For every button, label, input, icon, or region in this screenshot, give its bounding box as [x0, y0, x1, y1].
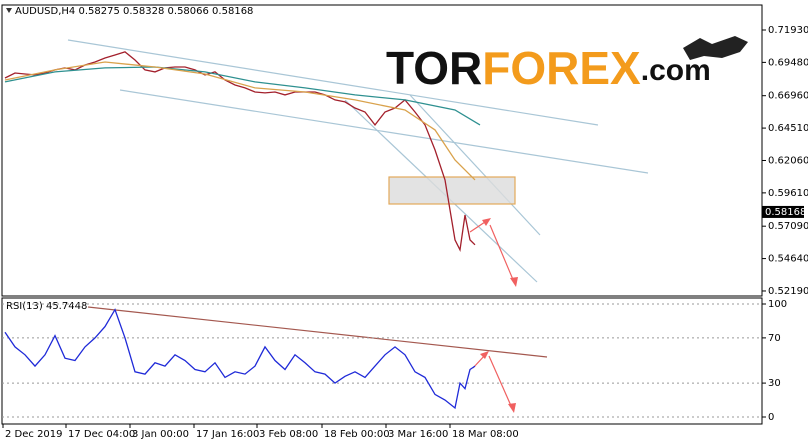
arrow-head [510, 277, 518, 287]
x-tick-label: 2 Dec 2019 [5, 429, 63, 440]
arrow-head [482, 218, 491, 226]
arrow-head [508, 403, 516, 413]
title-icon [6, 8, 12, 13]
x-tick-label: 17 Jan 16:00 [196, 429, 259, 440]
x-tick-label: 3 Mar 16:00 [388, 429, 448, 440]
last-price-label: 0.58168 [765, 207, 806, 218]
arrow [488, 355, 513, 409]
last-price-box [762, 205, 804, 218]
rsi-trend-line [87, 306, 548, 358]
chart-title: AUDUSD,H4 0.58275 0.58328 0.58066 0.5816… [15, 6, 253, 17]
zone [388, 176, 516, 205]
x-tick-label: 18 Mar 08:00 [452, 429, 519, 440]
x-tick-label: 17 Dec 04:00 [68, 429, 135, 440]
bull-icon [683, 36, 748, 60]
channel-line [409, 94, 541, 236]
y-tick-label: 0 [768, 412, 774, 423]
channel-line [67, 39, 599, 126]
series-line [4, 66, 481, 126]
y-tick-label: 0.54640 [768, 254, 808, 265]
main-panel [1, 4, 763, 297]
y-tick-label: 0.52190 [768, 286, 808, 297]
channel-line [119, 89, 649, 174]
y-tick-label: 0.57090 [768, 221, 808, 232]
y-tick-label: 30 [768, 378, 781, 389]
y-tick-label: 0.62060 [768, 155, 808, 166]
watermark: TORFOREX.com [386, 42, 711, 94]
x-tick-label: 18 Feb 00:00 [324, 429, 390, 440]
series-line [4, 61, 476, 181]
x-tick-label: 3 Jan 00:00 [132, 429, 189, 440]
arrow-head [480, 351, 489, 359]
annotations [67, 39, 649, 413]
y-tick-label: 0.64510 [768, 123, 808, 134]
y-tick-label: 0.69480 [768, 57, 808, 68]
series-line [4, 308, 476, 410]
y-tick-label: 0.66960 [768, 91, 808, 102]
rsi-panel [1, 297, 763, 425]
x-tick-label: 3 Feb 08:00 [259, 429, 318, 440]
y-tick-label: 70 [768, 333, 781, 344]
y-tick-label: 0.59610 [768, 188, 808, 199]
arrow [489, 224, 515, 283]
y-tick-label: 0.71930 [768, 25, 808, 36]
rsi-title: RSI(13) 45.7448 [6, 301, 87, 312]
y-tick-label: 100 [768, 299, 787, 310]
